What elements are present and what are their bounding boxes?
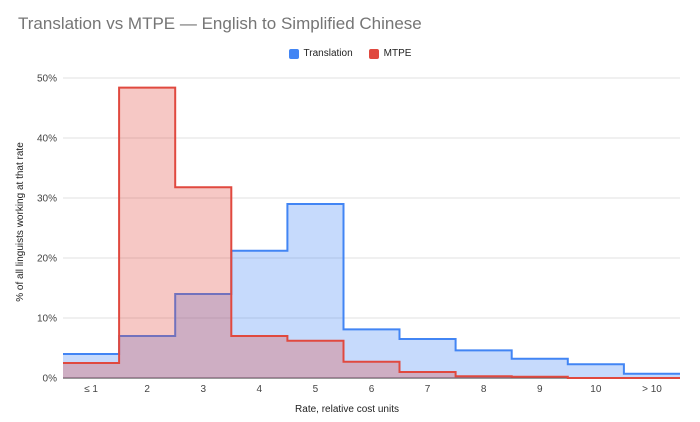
x-tick-label: 4 <box>257 384 263 395</box>
x-tick-label: ≤ 1 <box>84 384 98 395</box>
x-axis-title: Rate, relative cost units <box>295 404 399 415</box>
x-tick-label: 3 <box>200 384 206 395</box>
series-line-mtpe <box>63 86 680 379</box>
x-tick-label: 5 <box>313 384 319 395</box>
y-tick-label: 20% <box>37 254 57 265</box>
legend-label-mtpe: MTPE <box>383 48 412 59</box>
legend-item-translation: Translation <box>288 48 353 59</box>
x-tick-label: 7 <box>425 384 431 395</box>
x-tick-label: 9 <box>537 384 543 395</box>
chart-title: Translation vs MTPE — English to Simplif… <box>18 14 422 33</box>
y-axis-title: % of all linguists working at that rate <box>15 142 26 302</box>
legend: Translation MTPE <box>0 48 700 59</box>
legend-item-mtpe: MTPE <box>368 48 412 59</box>
series-area-mtpe <box>63 87 680 378</box>
series-area-translation <box>63 204 680 378</box>
y-tick-label: 50% <box>37 74 57 85</box>
series-line-translation <box>63 203 680 375</box>
x-tick-label: 10 <box>590 384 602 395</box>
legend-label-translation: Translation <box>303 48 353 59</box>
y-tick-label: 0% <box>43 374 58 385</box>
x-tick-label: > 10 <box>642 384 662 395</box>
y-tick-label: 10% <box>37 314 57 325</box>
x-tick-label: 8 <box>481 384 487 395</box>
legend-swatch-translation <box>288 48 299 59</box>
y-tick-label: 30% <box>37 194 57 205</box>
y-tick-label: 40% <box>37 134 57 145</box>
legend-swatch-mtpe <box>368 48 379 59</box>
x-tick-label: 6 <box>369 384 375 395</box>
x-tick-label: 2 <box>144 384 150 395</box>
